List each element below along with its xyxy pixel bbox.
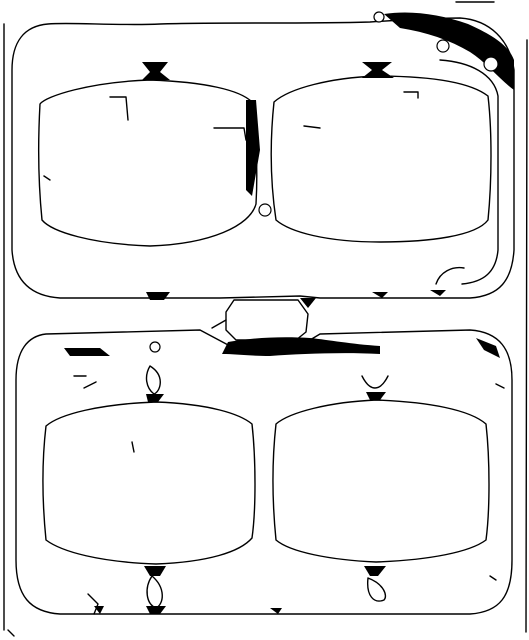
- stray-stroke: [403, 91, 419, 99]
- stray-stroke: [131, 441, 135, 453]
- upper-panel: [11, 11, 515, 300]
- lower-left-cell: [42, 401, 256, 565]
- hole-marker: [436, 39, 450, 53]
- lower-right-cell: [272, 399, 490, 563]
- ink-blob: [372, 292, 388, 298]
- ink-blob: [384, 12, 514, 90]
- ink-blob: [246, 100, 260, 196]
- stray-stroke: [83, 381, 97, 389]
- stray-stroke: [495, 383, 505, 389]
- connector-box: [225, 299, 309, 341]
- ink-blob: [364, 566, 386, 576]
- stray-stroke: [211, 319, 227, 329]
- knot-loop: [145, 365, 161, 395]
- frame-edges: [3, 1, 528, 637]
- stray-stroke: [43, 175, 51, 181]
- upper-panel-outline: [11, 17, 515, 299]
- ink-blob: [144, 566, 166, 576]
- hole-marker: [258, 203, 272, 217]
- ink-blob: [366, 392, 386, 400]
- ink-blob: [362, 62, 394, 78]
- ink-blob: [146, 606, 166, 614]
- stray-stroke: [109, 96, 129, 121]
- ink-blob: [146, 292, 170, 300]
- upper-left-cell: [38, 79, 258, 247]
- hole-marker: [483, 56, 499, 72]
- stray-stroke: [489, 575, 497, 581]
- stray-stroke: [213, 127, 247, 141]
- ink-blob: [300, 298, 316, 308]
- ink-blob: [64, 348, 110, 356]
- upper-right-cell: [270, 75, 492, 243]
- frame-right-edge: [525, 39, 528, 633]
- ink-blob: [94, 606, 104, 614]
- hole-marker: [373, 11, 385, 23]
- upper-panel-inner-track: [439, 59, 499, 285]
- frame-corner-mark: [7, 629, 15, 637]
- ink-blob: [430, 290, 446, 296]
- stray-stroke: [303, 125, 321, 129]
- knot-loop: [146, 575, 163, 609]
- hole-marker: [149, 341, 161, 353]
- ink-blob: [270, 608, 282, 614]
- lower-panel-outline: [15, 329, 513, 615]
- stray-stroke: [87, 593, 99, 615]
- stray-stroke: [435, 266, 465, 285]
- ink-blob: [146, 394, 164, 402]
- ink-blob: [476, 338, 500, 358]
- knot-loop: [361, 375, 389, 389]
- lower-panel: [15, 329, 513, 615]
- ink-blob: [142, 62, 170, 80]
- panel-connector: [211, 298, 380, 356]
- knot-loop: [367, 577, 387, 602]
- ink-blob: [222, 337, 380, 356]
